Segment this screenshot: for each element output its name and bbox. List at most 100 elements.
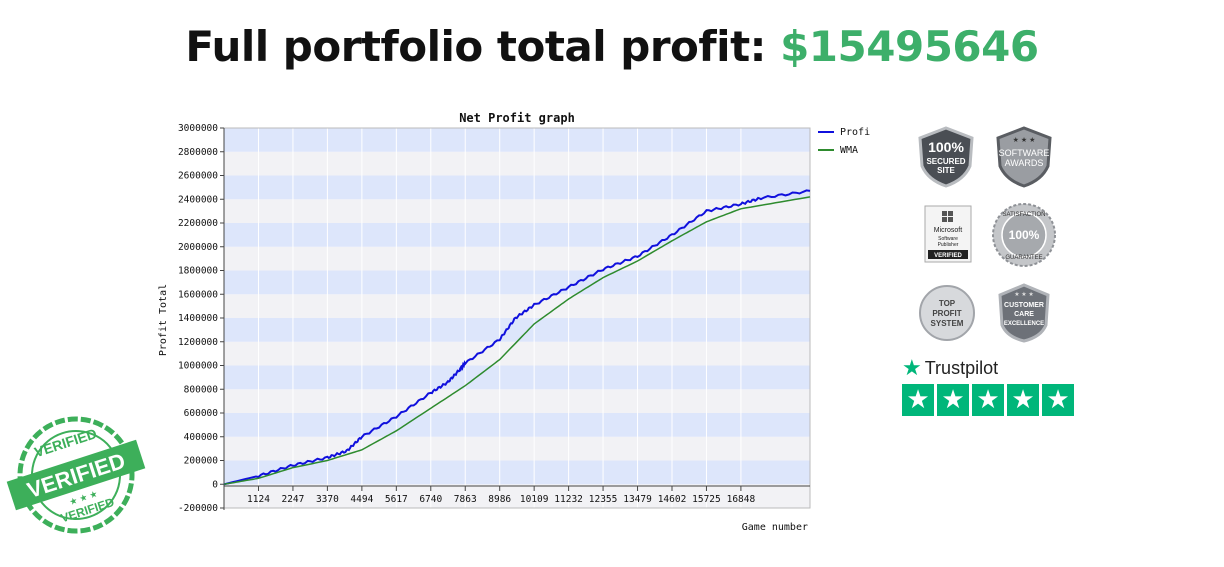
badge-line: 100% bbox=[928, 139, 964, 155]
x-tick-label: 14602 bbox=[658, 494, 687, 505]
trustpilot-brand: ★ Trustpilot bbox=[902, 355, 1074, 381]
chart-band bbox=[224, 270, 810, 295]
chart-series bbox=[223, 189, 811, 486]
x-tick-label: 15725 bbox=[692, 494, 721, 505]
shield-icon bbox=[996, 126, 1052, 188]
chart-band bbox=[224, 413, 810, 437]
legend-label-profit: Profit bbox=[840, 127, 870, 138]
star-row-icon: ★ ★ ★ bbox=[1013, 136, 1036, 144]
trustpilot-star-icon: ★ bbox=[1042, 384, 1074, 416]
badge-line: VERIFIED bbox=[934, 253, 962, 259]
y-tick-label: 3000000 bbox=[178, 123, 218, 134]
trustpilot-rating: ★ Trustpilot ★ ★ ★ ★ ★ bbox=[902, 356, 1074, 416]
x-tick-label: 3370 bbox=[316, 494, 339, 505]
y-tick-label: 1200000 bbox=[178, 337, 218, 348]
y-tick-label: 800000 bbox=[184, 384, 219, 395]
headline-label: Full portfolio total profit: bbox=[185, 22, 766, 71]
badge-line: GUARANTEE bbox=[1005, 255, 1042, 261]
x-tick-label: 6740 bbox=[419, 494, 442, 505]
trustpilot-star-icon: ★ bbox=[902, 355, 922, 381]
chart-title: Net Profit graph bbox=[459, 111, 575, 125]
chart-band bbox=[224, 175, 810, 200]
y-tick-label: 1000000 bbox=[178, 361, 218, 372]
badge-line: PROFIT bbox=[932, 309, 961, 318]
x-axis-label: Game number bbox=[742, 522, 808, 533]
chart-vertical-grid bbox=[257, 128, 742, 508]
x-tick-label: 2247 bbox=[281, 494, 304, 505]
y-tick-label: 2200000 bbox=[178, 218, 218, 229]
x-tick-label: 12355 bbox=[589, 494, 618, 505]
x-tick-label: 11232 bbox=[554, 494, 583, 505]
chart-band bbox=[224, 128, 810, 152]
y-tick-label: -200000 bbox=[178, 503, 218, 514]
x-tick-labels: 1124 2247 3370 4494 5617 6740 7863 8986 10109 112… bbox=[247, 486, 755, 505]
badge-line: Microsoft bbox=[934, 227, 962, 234]
stamp-banner bbox=[6, 439, 146, 511]
y-axis-label: Profit Total bbox=[158, 284, 169, 356]
y-tick-label: 2600000 bbox=[178, 171, 218, 182]
windows-logo-icon bbox=[942, 211, 953, 222]
chart-band bbox=[224, 460, 810, 485]
x-tick-label: 16848 bbox=[727, 494, 756, 505]
verified-stamp: VERIFIED VERIFIED ★ ★ ★ VERIFIED bbox=[6, 416, 146, 534]
badge-line: 100% bbox=[1009, 228, 1040, 242]
chart-band bbox=[224, 294, 810, 318]
x-tick-label: 10109 bbox=[520, 494, 549, 505]
chart-bands bbox=[224, 128, 810, 508]
y-tick-label: 1800000 bbox=[178, 266, 218, 277]
chart-band bbox=[224, 318, 810, 342]
trustpilot-star-icon: ★ bbox=[902, 384, 934, 416]
y-tick-labels: 3000000 2800000 2600000 2400000 2200000 20000… bbox=[178, 123, 224, 514]
chart-band bbox=[224, 199, 810, 223]
y-tick-label: 200000 bbox=[184, 456, 219, 467]
badge-line: SYSTEM bbox=[931, 319, 964, 328]
x-tick-label: 5617 bbox=[385, 494, 408, 505]
net-profit-chart: Net Profit graph Profit Total Game numbe… bbox=[158, 111, 870, 533]
x-tick-label: 4494 bbox=[350, 494, 373, 505]
y-tick-label: 2400000 bbox=[178, 194, 218, 205]
seal-inner bbox=[1001, 212, 1047, 258]
chart-band bbox=[224, 365, 810, 390]
chart-band bbox=[224, 436, 810, 461]
software-awards-badge: ★ ★ ★ SOFTWARE AWARDS bbox=[996, 126, 1052, 188]
top-profit-system-badge: TOP PROFIT SYSTEM bbox=[919, 285, 975, 341]
badge-line: EXCELLENCE bbox=[1004, 321, 1044, 327]
stamp-top-text: VERIFIED bbox=[32, 425, 98, 460]
x-tick-label: 13479 bbox=[623, 494, 652, 505]
star-row-icon: ★ ★ ★ bbox=[1014, 291, 1033, 298]
badge-line: TOP bbox=[939, 299, 956, 308]
microsoft-verified-badge: Microsoft Software Publisher VERIFIED bbox=[924, 205, 972, 263]
trustpilot-star-icon: ★ bbox=[937, 384, 969, 416]
chart-band bbox=[224, 151, 810, 176]
total-profit-amount: $15495646 bbox=[780, 22, 1039, 71]
badge-line: CUSTOMER bbox=[1004, 302, 1044, 309]
series-line-profit bbox=[223, 189, 811, 486]
trustpilot-label: Trustpilot bbox=[924, 357, 999, 378]
x-tick-label: 8986 bbox=[488, 494, 511, 505]
badge-line: SECURED bbox=[926, 157, 965, 166]
y-tick-label: 1600000 bbox=[178, 289, 218, 300]
seal-icon bbox=[919, 285, 975, 341]
legend-label-wma: WMA bbox=[840, 145, 858, 156]
customer-care-badge: ★ ★ ★ CUSTOMER CARE EXCELLENCE bbox=[998, 283, 1050, 343]
badge-line: Publisher bbox=[938, 242, 959, 248]
y-tick-label: 2800000 bbox=[178, 147, 218, 158]
verified-strip bbox=[928, 250, 968, 259]
x-tick-label: 7863 bbox=[454, 494, 477, 505]
secured-site-badge: 100% SECURED SITE bbox=[918, 126, 974, 188]
badge-line: SATISFACTION bbox=[1003, 212, 1046, 218]
chart-band bbox=[224, 223, 810, 247]
shield-icon bbox=[998, 283, 1050, 343]
chart-band bbox=[224, 341, 810, 366]
trustpilot-stars: ★ ★ ★ ★ ★ bbox=[902, 384, 1074, 416]
y-tick-label: 0 bbox=[212, 479, 218, 490]
x-tick-label: 1124 bbox=[247, 494, 270, 505]
y-tick-label: 1400000 bbox=[178, 313, 218, 324]
chart-band bbox=[224, 389, 810, 413]
badge-line: CARE bbox=[1014, 311, 1034, 318]
y-tick-label: 600000 bbox=[184, 408, 219, 419]
badge-line: SITE bbox=[937, 166, 955, 175]
badge-line: Software bbox=[938, 236, 958, 242]
satisfaction-guarantee-badge: SATISFACTION 100% GUARANTEE bbox=[992, 203, 1056, 267]
series-line-wma bbox=[223, 196, 811, 486]
